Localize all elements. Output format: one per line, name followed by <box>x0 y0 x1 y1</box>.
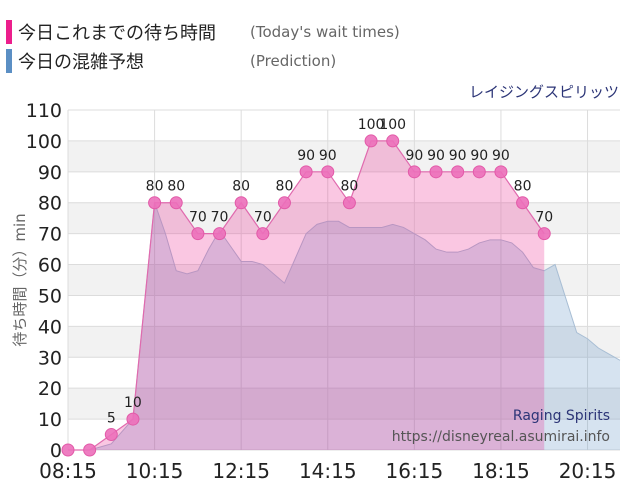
y-axis-label: 待ち時間（分）min <box>11 213 29 346</box>
y-tick-label: 80 <box>38 193 62 215</box>
data-point <box>213 227 227 241</box>
y-tick-label: 50 <box>38 285 62 307</box>
y-axis: 0 10 20 30 40 50 60 70 80 90 100 110 <box>26 100 62 462</box>
x-tick-label: 20:15 <box>559 459 617 483</box>
x-tick-label: 12:15 <box>212 459 270 483</box>
data-point <box>386 134 400 148</box>
data-point <box>516 196 530 210</box>
data-label: 90 <box>405 148 423 164</box>
legend-prediction[interactable]: 今日の混雑予想 (Prediction) <box>6 48 336 74</box>
y-tick-label: 70 <box>38 224 62 246</box>
data-point <box>364 134 378 148</box>
series-points <box>61 134 551 457</box>
data-label: 5 <box>107 411 116 427</box>
plot-band <box>68 140 620 172</box>
line-prediction <box>68 202 621 451</box>
data-point <box>472 165 486 179</box>
y-tick-label: 20 <box>38 378 62 400</box>
data-label: 90 <box>297 148 315 164</box>
x-tick-label: 16:15 <box>386 459 444 483</box>
data-label: 80 <box>146 179 164 195</box>
y-tick-label: 40 <box>38 316 62 338</box>
y-tick-label: 60 <box>38 255 62 277</box>
plot-band <box>68 171 620 203</box>
data-point <box>407 165 421 179</box>
legend-today[interactable]: 今日これまでの待ち時間 (Today's wait times) <box>6 19 400 45</box>
data-label: 80 <box>232 179 250 195</box>
data-point <box>104 428 118 442</box>
data-label: 70 <box>535 210 553 226</box>
data-point <box>342 196 356 210</box>
x-tick-label: 18:15 <box>472 459 530 483</box>
data-label: 70 <box>211 210 229 226</box>
data-label: 80 <box>276 179 294 195</box>
data-point <box>61 443 75 457</box>
data-point <box>277 196 291 210</box>
data-label: 90 <box>449 148 467 164</box>
data-label: 80 <box>340 179 358 195</box>
legend-note-today: (Today's wait times) <box>250 23 400 41</box>
data-label: 90 <box>427 148 445 164</box>
legend-note-prediction: (Prediction) <box>250 52 337 70</box>
legend-swatch-today <box>6 20 12 44</box>
plot-band <box>68 110 620 141</box>
data-point <box>169 196 183 210</box>
data-point <box>126 412 140 426</box>
y-tick-label: 100 <box>26 131 62 153</box>
legend-label-prediction: 今日の混雑予想 <box>18 52 144 73</box>
y-tick-label: 90 <box>38 162 62 184</box>
series-areas <box>68 140 621 451</box>
data-label: 100 <box>379 117 406 133</box>
data-label: 90 <box>492 148 510 164</box>
data-point <box>321 165 335 179</box>
grid-lines <box>67 109 620 451</box>
data-point <box>191 227 205 241</box>
y-tick-label: 0 <box>50 440 62 462</box>
data-label: 70 <box>189 210 207 226</box>
plot-bands <box>68 110 620 450</box>
data-point <box>451 165 465 179</box>
watermark-name: Raging Spirits <box>513 408 610 424</box>
data-label: 70 <box>254 210 272 226</box>
data-label: 10 <box>124 395 142 411</box>
plot-band <box>68 264 620 296</box>
attraction-name: レイジングスピリッツ <box>469 83 619 101</box>
area-prediction <box>68 202 620 450</box>
y-tick-label: 10 <box>38 409 62 431</box>
watermark-url: https://disneyreal.asumirai.info <box>392 429 610 445</box>
plot-band <box>68 419 620 450</box>
data-label: 100 <box>358 117 385 133</box>
y-tick-label: 30 <box>38 347 62 369</box>
data-point <box>256 227 270 241</box>
plot-band <box>68 388 620 420</box>
data-point <box>234 196 248 210</box>
legend-swatch-prediction <box>6 49 12 73</box>
data-point <box>148 196 162 210</box>
data-point <box>83 443 97 457</box>
data-point <box>494 165 508 179</box>
plot-band <box>68 295 620 327</box>
data-point <box>537 227 551 241</box>
data-label: 80 <box>514 179 532 195</box>
x-tick-label: 14:15 <box>299 459 357 483</box>
data-point <box>429 165 443 179</box>
data-label: 90 <box>319 148 337 164</box>
x-axis: 08:15 10:15 12:15 14:15 16:15 18:15 20:15 <box>39 459 616 483</box>
plot-band <box>68 357 620 389</box>
plot-band <box>68 326 620 358</box>
data-label: 80 <box>167 179 185 195</box>
x-tick-label: 10:15 <box>126 459 184 483</box>
x-tick-label: 08:15 <box>39 459 97 483</box>
data-point <box>299 165 313 179</box>
data-label: 90 <box>470 148 488 164</box>
y-tick-label: 110 <box>26 100 62 122</box>
legend-label-today: 今日これまでの待ち時間 <box>18 23 216 44</box>
